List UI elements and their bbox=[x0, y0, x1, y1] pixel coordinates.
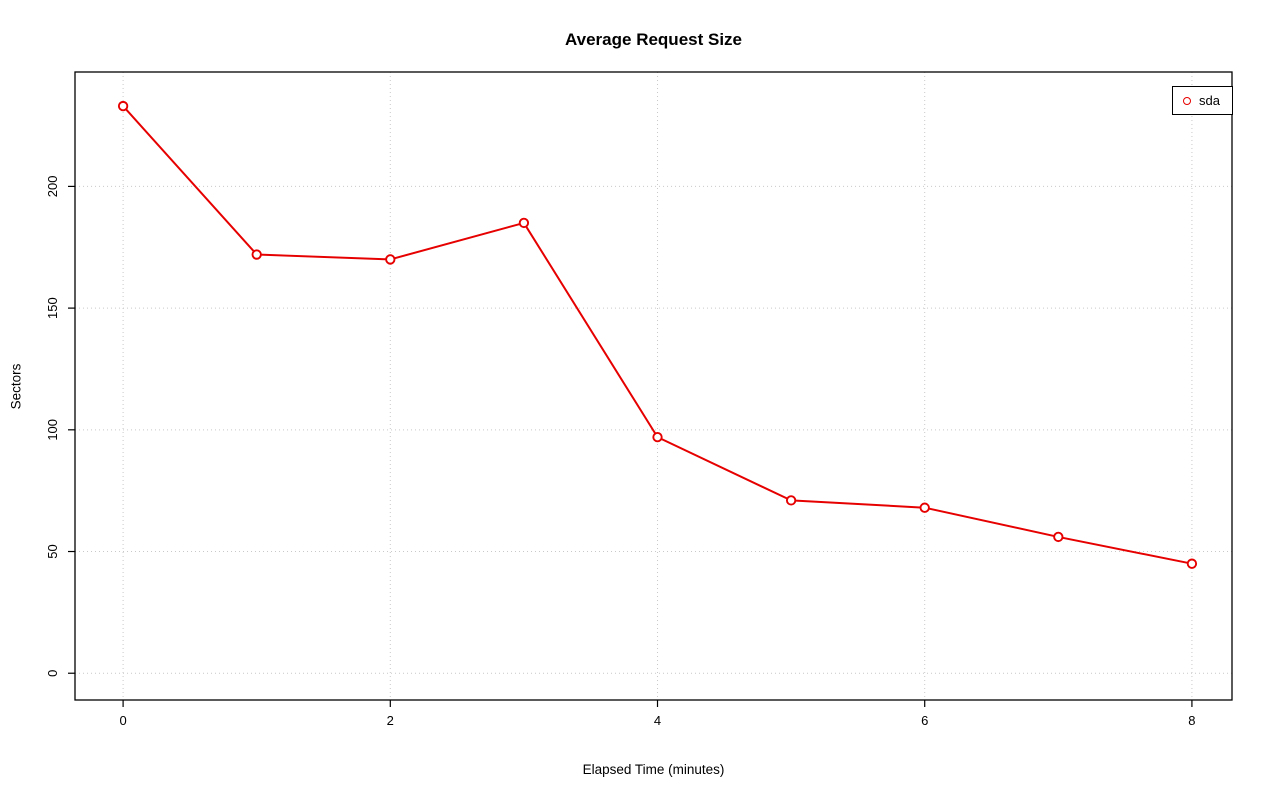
x-axis-label: Elapsed Time (minutes) bbox=[582, 762, 725, 777]
data-point bbox=[385, 254, 396, 265]
gridlines bbox=[75, 72, 1232, 700]
legend: sda bbox=[1172, 86, 1233, 115]
data-point bbox=[1053, 531, 1064, 543]
x-tick-label: 8 bbox=[1188, 713, 1195, 728]
data-point bbox=[1186, 558, 1198, 569]
x-tick-label: 0 bbox=[119, 713, 126, 728]
x-tick-label: 6 bbox=[921, 713, 928, 728]
data-point bbox=[518, 217, 530, 229]
data-point bbox=[652, 431, 663, 443]
x-tick-label: 4 bbox=[654, 713, 661, 728]
x-axis-ticks: 0 2 4 6 8 bbox=[119, 700, 1196, 728]
plot-border bbox=[74, 71, 1233, 701]
data-point bbox=[785, 495, 797, 506]
y-tick-label: 50 bbox=[45, 544, 60, 558]
chart-title: Average Request Size bbox=[565, 30, 742, 49]
y-tick-label: 150 bbox=[45, 297, 60, 319]
data-point bbox=[251, 249, 262, 260]
legend-entry-label: sda bbox=[1199, 93, 1220, 108]
x-tick-label: 2 bbox=[387, 713, 394, 728]
series-line-sda bbox=[122, 105, 1193, 565]
data-point bbox=[117, 100, 129, 112]
y-tick-label: 0 bbox=[45, 670, 60, 677]
data-point bbox=[919, 502, 930, 513]
legend-marker-icon bbox=[1183, 96, 1192, 105]
y-axis-ticks: 0 50 100 150 200 bbox=[45, 176, 75, 677]
y-tick-label: 200 bbox=[45, 176, 60, 198]
y-tick-label: 100 bbox=[45, 419, 60, 441]
